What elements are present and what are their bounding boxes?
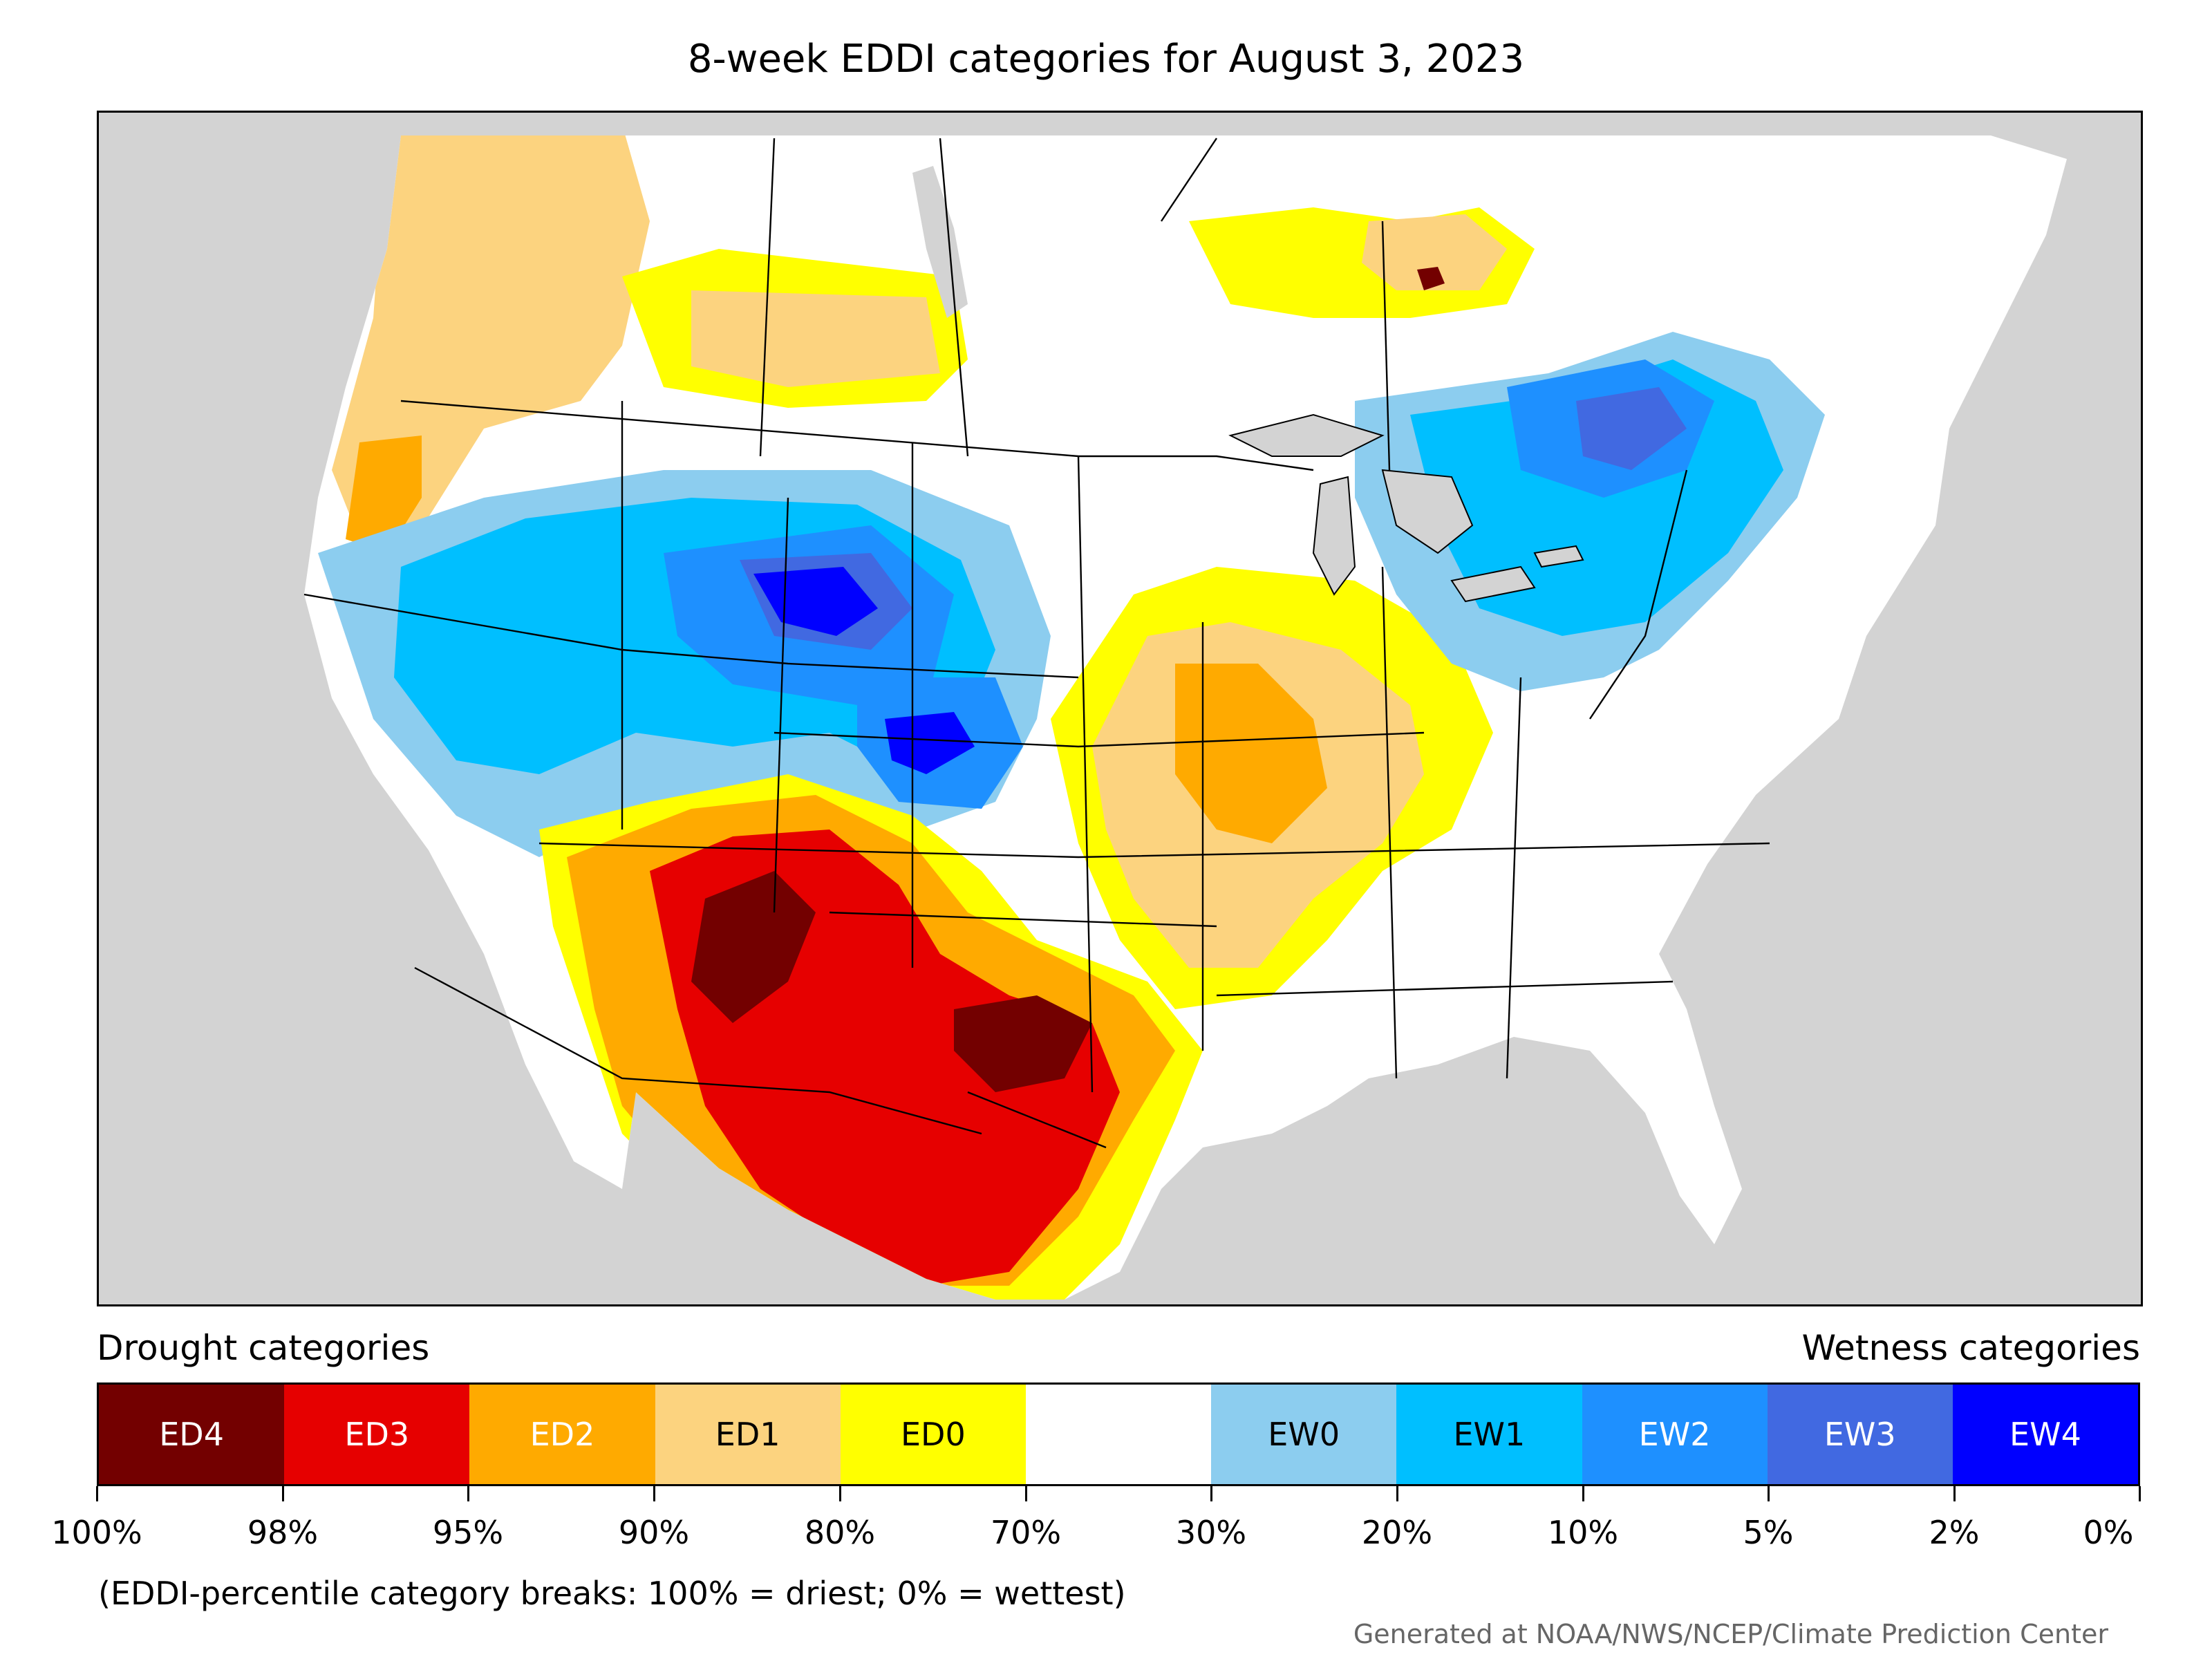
legend-tick bbox=[96, 1486, 98, 1501]
footnote: (EDDI-percentile category breaks: 100% =… bbox=[98, 1575, 1126, 1612]
eddi-map bbox=[97, 111, 2143, 1306]
map-title: 8-week EDDI categories for August 3, 202… bbox=[687, 37, 1525, 82]
legend-swatch-ed4: ED4 bbox=[99, 1385, 285, 1484]
legend-break-label: 90% bbox=[618, 1514, 690, 1551]
legend-break-label: 70% bbox=[990, 1514, 1062, 1551]
legend-label-ed2: ED2 bbox=[529, 1416, 595, 1453]
legend-break-label: 100% bbox=[51, 1514, 142, 1551]
legend-break-label: 20% bbox=[1361, 1514, 1433, 1551]
wetness-categories-heading: Wetness categories bbox=[1801, 1328, 2140, 1368]
ed1-area-ontario bbox=[1362, 214, 1507, 290]
legend-swatch-ed2: ED2 bbox=[469, 1385, 655, 1484]
legend-break-label: 95% bbox=[432, 1514, 504, 1551]
ed2-area-midwest bbox=[1175, 664, 1327, 843]
legend-label-ed0: ED0 bbox=[900, 1416, 966, 1453]
ew4-area-colorado bbox=[885, 712, 975, 774]
legend-tick bbox=[2139, 1486, 2141, 1501]
legend-break-label: 0% bbox=[2083, 1514, 2134, 1551]
legend-break-label: 10% bbox=[1547, 1514, 1619, 1551]
ed4-area-new-mexico bbox=[691, 871, 816, 1023]
legend-tick bbox=[1582, 1486, 1584, 1501]
legend-tick bbox=[1025, 1486, 1027, 1501]
legend-swatch-ew1: EW1 bbox=[1396, 1385, 1582, 1484]
legend-label-ew2: EW2 bbox=[1638, 1416, 1711, 1453]
legend-tick bbox=[1953, 1486, 1956, 1501]
legend-swatch-neutral bbox=[1025, 1385, 1212, 1484]
legend-swatch-ew3: EW3 bbox=[1767, 1385, 1953, 1484]
drought-categories-heading: Drought categories bbox=[97, 1328, 430, 1368]
legend-swatch-ed3: ED3 bbox=[284, 1385, 470, 1484]
legend-break-label: 98% bbox=[247, 1514, 319, 1551]
legend-swatch-ed1: ED1 bbox=[655, 1385, 841, 1484]
legend-tick bbox=[1768, 1486, 1770, 1501]
legend-break-label: 2% bbox=[1929, 1514, 1980, 1551]
legend-tick bbox=[467, 1486, 469, 1501]
legend-label-ed3: ED3 bbox=[344, 1416, 410, 1453]
legend-label-ew1: EW1 bbox=[1453, 1416, 1526, 1453]
credit-line: Generated at NOAA/NWS/NCEP/Climate Predi… bbox=[1353, 1619, 2108, 1649]
ed1-area-saskatchewan bbox=[691, 290, 940, 387]
legend-label-ew4: EW4 bbox=[2009, 1416, 2081, 1453]
legend-swatch-ew4: EW4 bbox=[1952, 1385, 2139, 1484]
legend-break-label: 30% bbox=[1175, 1514, 1247, 1551]
legend-swatch-ew2: EW2 bbox=[1582, 1385, 1768, 1484]
legend-tick bbox=[839, 1486, 841, 1501]
ew3-area-quebec bbox=[1576, 387, 1687, 470]
legend-break-label: 5% bbox=[1743, 1514, 1794, 1551]
legend-tick bbox=[653, 1486, 655, 1501]
legend-swatch-ed0: ED0 bbox=[840, 1385, 1026, 1484]
legend-tick bbox=[1210, 1486, 1212, 1501]
ed1-area-northwest bbox=[332, 135, 650, 539]
category-legend-bar: ED4 ED3 ED2 ED1 ED0 EW0 EW1 EW2 EW3 EW4 bbox=[97, 1382, 2140, 1486]
legend-tick bbox=[282, 1486, 284, 1501]
map-frame bbox=[97, 111, 2143, 1306]
legend-break-label: 80% bbox=[804, 1514, 876, 1551]
legend-label-ew0: EW0 bbox=[1268, 1416, 1340, 1453]
legend-label-ed1: ED1 bbox=[715, 1416, 780, 1453]
ed4-area-ontario bbox=[1417, 267, 1445, 290]
legend-tick bbox=[1396, 1486, 1398, 1501]
lake-winnipeg bbox=[912, 166, 968, 318]
legend-swatch-ew0: EW0 bbox=[1211, 1385, 1397, 1484]
state-borders bbox=[303, 138, 1770, 1149]
ed4-area-texas bbox=[954, 995, 1092, 1092]
great-lakes bbox=[1228, 413, 1584, 603]
legend-label-ed4: ED4 bbox=[159, 1416, 224, 1453]
ed2-area-oregon bbox=[346, 435, 422, 553]
legend-label-ew3: EW3 bbox=[1824, 1416, 1896, 1453]
